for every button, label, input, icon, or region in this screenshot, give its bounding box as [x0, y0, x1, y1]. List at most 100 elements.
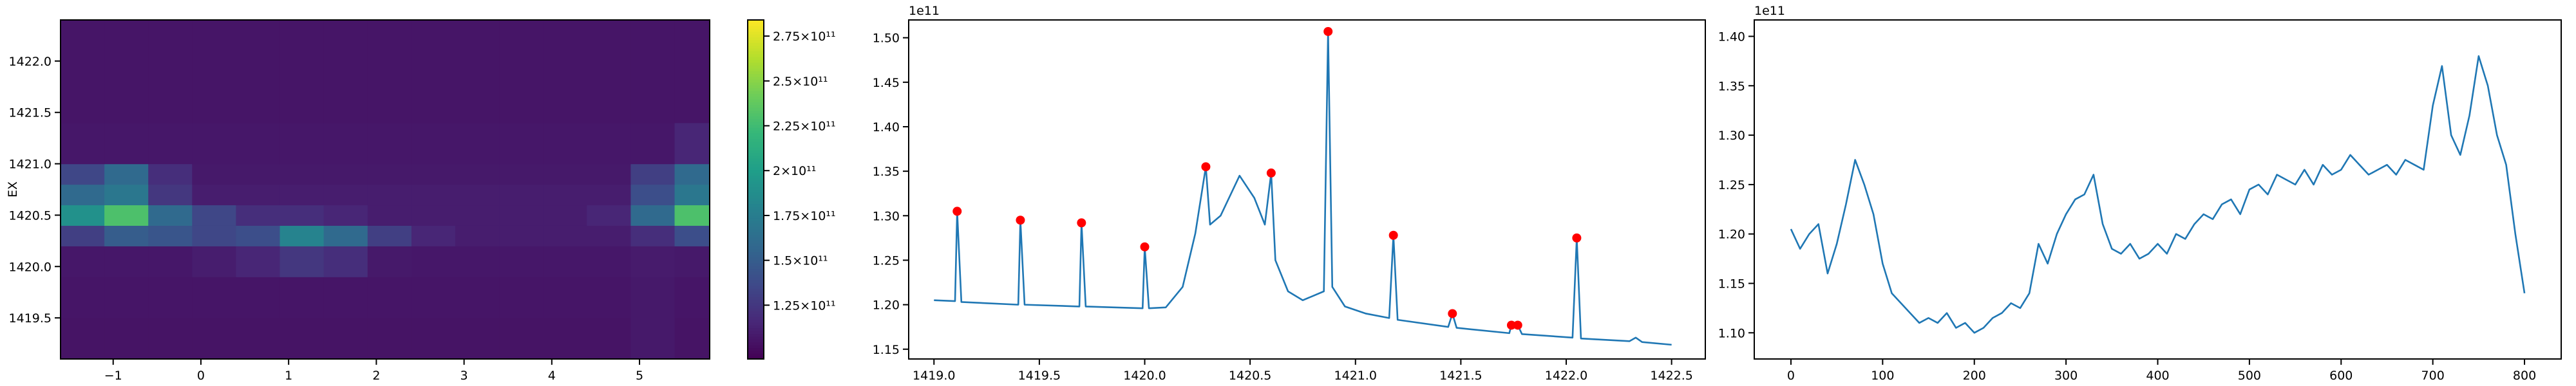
heatmap-cell: [455, 81, 500, 124]
colorbar-slice: [748, 37, 764, 41]
heatmap-cell: [411, 163, 456, 185]
colorbar-tick-label: 2.75×10¹¹: [773, 30, 836, 44]
heatmap-cell: [630, 20, 676, 82]
y-tick-label: 1.35: [1718, 79, 1745, 93]
y-tick-label: 1.20: [873, 299, 900, 313]
heatmap-cell: [543, 122, 587, 165]
heatmap-cell: [674, 318, 710, 360]
x-tick-label: 700: [2421, 369, 2445, 383]
colorbar-slice: [748, 280, 764, 284]
heatmap-cell: [279, 205, 325, 226]
colorbar-slice: [748, 215, 764, 219]
heatmap-cell: [499, 205, 544, 226]
peak-marker: [1572, 233, 1582, 243]
heatmap-cell: [148, 20, 193, 82]
heatmap-cell: [192, 20, 237, 82]
colorbar-slice: [748, 228, 764, 232]
heatmap-cell: [499, 81, 544, 124]
heatmap-cell: [104, 205, 149, 226]
colorbar-slice: [748, 305, 764, 309]
heatmap-cell: [323, 20, 368, 82]
heatmap-cell: [411, 122, 456, 165]
data-line: [1790, 55, 2526, 334]
y-tick-label: 1.40: [1718, 30, 1745, 44]
axes-frame: [908, 19, 1706, 360]
colorbar-slice: [748, 342, 764, 345]
colorbar-slice: [748, 107, 764, 111]
heatmap-cell: [630, 318, 676, 360]
colorbar-slice: [748, 90, 764, 94]
colorbar-slice: [748, 232, 764, 235]
heatmap-cell: [499, 20, 544, 82]
y-tick-label: 1421.0: [9, 158, 52, 172]
x-tick-label: 300: [2054, 369, 2078, 383]
colorbar-slice: [748, 266, 764, 270]
colorbar-slice: [748, 254, 764, 258]
heatmap-cell: [236, 225, 281, 246]
colorbar-slice: [748, 246, 764, 250]
heatmap-cell: [148, 277, 193, 318]
colorbar-slice: [748, 319, 764, 323]
colorbar-slice: [748, 198, 764, 201]
y-tick-label: 1.30: [1718, 129, 1745, 143]
heatmap-cell: [499, 318, 544, 360]
colorbar-slice: [748, 252, 764, 255]
heatmap: [61, 20, 710, 360]
heatmap-cell: [104, 246, 149, 277]
x-tick-label: 5: [636, 369, 643, 383]
axes-frame: [60, 19, 710, 360]
colorbar-slice: [748, 141, 764, 145]
colorbar-slice: [748, 25, 764, 29]
heatmap-cell: [630, 205, 676, 226]
colorbar-slice: [748, 339, 764, 343]
heatmap-cell: [411, 318, 456, 360]
colorbar-slice: [748, 28, 764, 32]
colorbar-slice: [748, 73, 764, 77]
colorbar-slice: [748, 187, 764, 190]
colorbar-slice: [748, 223, 764, 227]
colorbar-slice: [748, 308, 764, 311]
heatmap-cell: [279, 225, 325, 246]
colorbar-slice: [748, 350, 764, 354]
colorbar-slice: [748, 333, 764, 337]
colorbar-slice: [748, 353, 764, 357]
heatmap-cell: [323, 122, 368, 165]
colorbar-slice: [748, 65, 764, 69]
heatmap-cell: [587, 122, 632, 165]
heatmap-cell: [367, 122, 412, 165]
colorbar-slice: [748, 172, 764, 176]
y-tick-label: 1.45: [873, 76, 900, 90]
colorbar-slice: [748, 76, 764, 80]
colorbar-slice: [748, 147, 764, 151]
colorbar-slice: [748, 59, 764, 63]
axes-frame: [1754, 19, 2562, 360]
heatmap-cell: [630, 246, 676, 277]
colorbar-slice: [748, 262, 764, 266]
y-tick-label: 1.40: [873, 120, 900, 134]
y-tick-label: 1.25: [1718, 178, 1745, 192]
x-tick-label: 200: [1963, 369, 1986, 383]
heatmap-cell: [367, 163, 412, 185]
heatmap-cell: [192, 81, 237, 124]
colorbar-slice: [748, 124, 764, 128]
colorbar-slice: [748, 285, 764, 289]
colorbar-slice: [748, 203, 764, 207]
offset-text: 1e11: [1754, 4, 1785, 18]
colorbar-slice: [748, 20, 764, 23]
y-tick-label: 1422.0: [9, 55, 52, 69]
colorbar-slice: [748, 189, 764, 193]
y-tick-label: 1420.0: [9, 260, 52, 274]
heatmap-cell: [61, 163, 105, 185]
colorbar-slice: [748, 299, 764, 303]
heatmap-cell: [148, 184, 193, 206]
heatmap-cell: [148, 163, 193, 185]
heatmap-cell: [543, 225, 587, 246]
x-tick-label: 1419.5: [1018, 369, 1061, 383]
peak-marker: [1448, 309, 1457, 318]
heatmap-cell: [279, 122, 325, 165]
colorbar-slice: [748, 209, 764, 213]
heatmap-cell: [104, 81, 149, 124]
colorbar-slice: [748, 167, 764, 170]
x-tick-label: 2: [372, 369, 380, 383]
